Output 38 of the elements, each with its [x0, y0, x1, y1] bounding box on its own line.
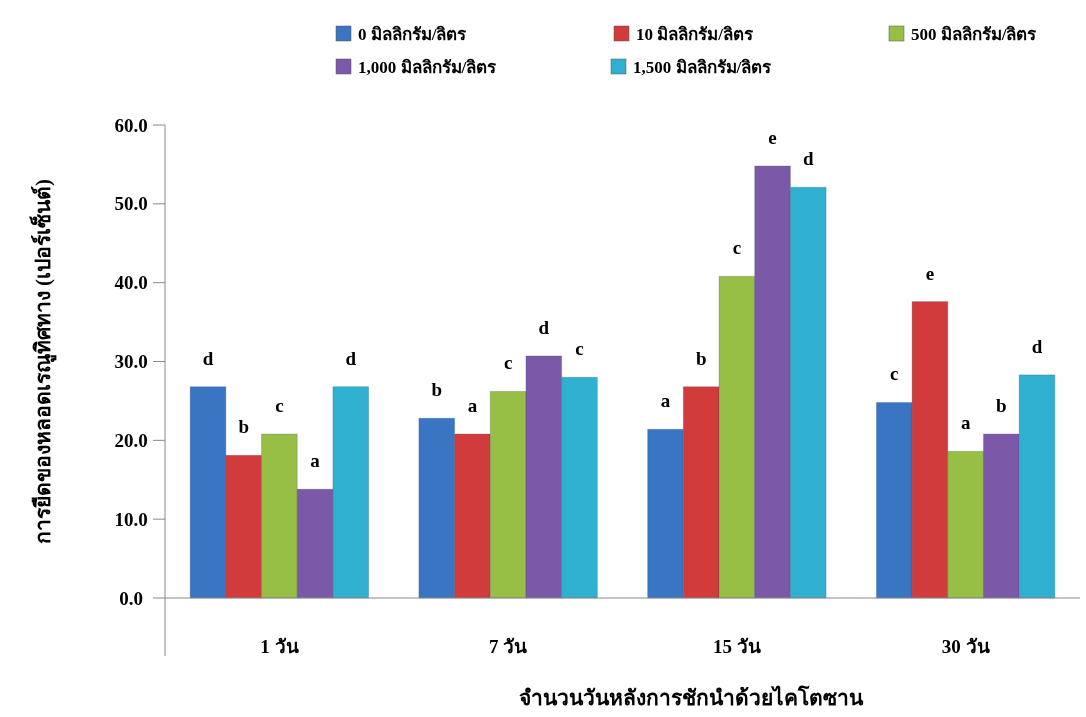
annotation: c [575, 338, 584, 360]
annotation: c [732, 237, 742, 259]
legend-label: 0 มิลลิกรัม/ลิตร [358, 25, 468, 44]
annotation: b [695, 347, 707, 369]
annotation: e [768, 126, 777, 148]
legend-label: 1,000 มิลลิกรัม/ลิตร [358, 58, 498, 77]
x-tick-label: 7 วัน [489, 636, 528, 657]
y-tick-label: 30.0 [114, 351, 148, 373]
x-axis-title: จำนวนวันหลังการชักนำด้วยไคโตซาน [518, 685, 864, 710]
annotation: a [310, 450, 321, 472]
x-tick-label: 30 วัน [941, 636, 990, 657]
annotation: c [503, 352, 513, 374]
y-tick-label: 40.0 [114, 272, 148, 294]
y-tick-label: 10.0 [114, 508, 148, 530]
annotation: b [238, 416, 249, 438]
annotation: c [890, 363, 899, 385]
y-tick-label: 60.0 [114, 114, 148, 136]
annotation: c [275, 395, 284, 417]
annotation: e [925, 262, 935, 284]
y-tick-label: 0.0 [119, 587, 143, 609]
y-tick-label: 50.0 [114, 193, 148, 215]
annotation: b [996, 395, 1007, 417]
legend-label: 10 มิลลิกรัม/ลิตร [636, 25, 754, 44]
annotation: a [960, 412, 971, 434]
x-tick-label: 1 วัน [260, 636, 299, 657]
annotation: d [802, 148, 814, 170]
annotation: d [1031, 335, 1043, 357]
legend-label: 1,500 มิลลิกรัม/ลิตร [633, 58, 773, 77]
annotation: d [345, 347, 357, 369]
annotation: b [431, 379, 443, 401]
annotation: a [660, 390, 671, 412]
legend-label: 500 มิลลิกรัม/ลิตร [911, 25, 1038, 44]
annotation: a [467, 395, 478, 417]
annotation: d [202, 347, 214, 369]
annotation: d [538, 316, 550, 338]
x-tick-label: 15 วัน [713, 636, 761, 657]
y-axis-title: การยืดของหลอดเรณูทิศทาง (เปอร์เซ็นต์) [29, 178, 57, 545]
y-tick-label: 20.0 [114, 429, 148, 451]
